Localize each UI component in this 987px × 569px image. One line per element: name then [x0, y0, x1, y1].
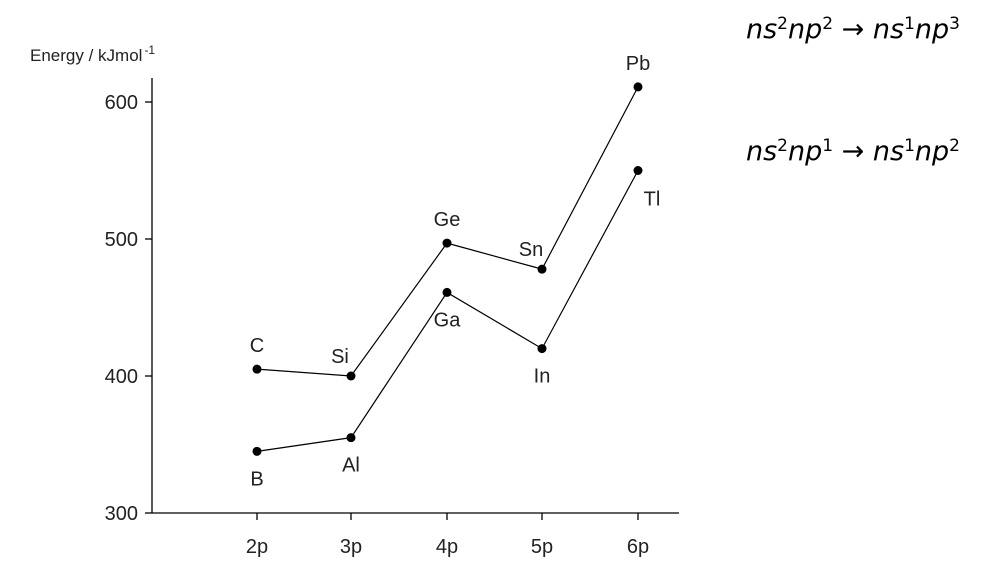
point-label: Al: [342, 455, 360, 477]
series-1-annotation: ns2np2 → ns1np3: [745, 14, 960, 45]
point-label: Tl: [644, 189, 661, 211]
x-tick-label: 2p: [246, 536, 268, 558]
series-group: C Si Ge Sn Pb B Al Ga In Tl: [250, 53, 661, 490]
point-label: Ge: [434, 209, 461, 231]
data-point: [252, 364, 262, 374]
y-tick-label: 400: [105, 366, 138, 388]
y-axis-label: Energy / kJmol -1: [30, 43, 155, 65]
data-point: [633, 166, 643, 175]
y-tick-label: 600: [105, 92, 138, 114]
data-point: [633, 82, 643, 92]
series-1-line: [256, 86, 639, 377]
data-point: [346, 371, 356, 381]
data-point: [537, 264, 547, 274]
x-tick-label: 4p: [436, 536, 458, 558]
data-point: [442, 238, 452, 248]
point-label: Sn: [519, 239, 543, 261]
data-point: [442, 287, 452, 297]
data-point: [537, 344, 547, 354]
point-label: B: [250, 468, 263, 490]
x-tick-label: 5p: [531, 536, 553, 558]
y-ticks: 300 400 500 600: [105, 92, 152, 525]
y-tick-label: 500: [105, 229, 138, 251]
data-point: [346, 433, 356, 443]
point-label: Pb: [626, 53, 650, 75]
data-point: [252, 446, 262, 456]
point-label: C: [250, 335, 264, 357]
x-tick-label: 3p: [340, 536, 362, 558]
point-label: In: [534, 366, 551, 388]
point-label: Si: [331, 346, 349, 368]
y-tick-label: 300: [105, 503, 138, 525]
x-tick-label: 6p: [627, 536, 649, 558]
point-label: Ga: [434, 309, 462, 331]
series-2-annotation: ns2np1 → ns1np2: [745, 136, 960, 167]
x-ticks: 2p 3p 4p 5p 6p: [246, 513, 649, 558]
